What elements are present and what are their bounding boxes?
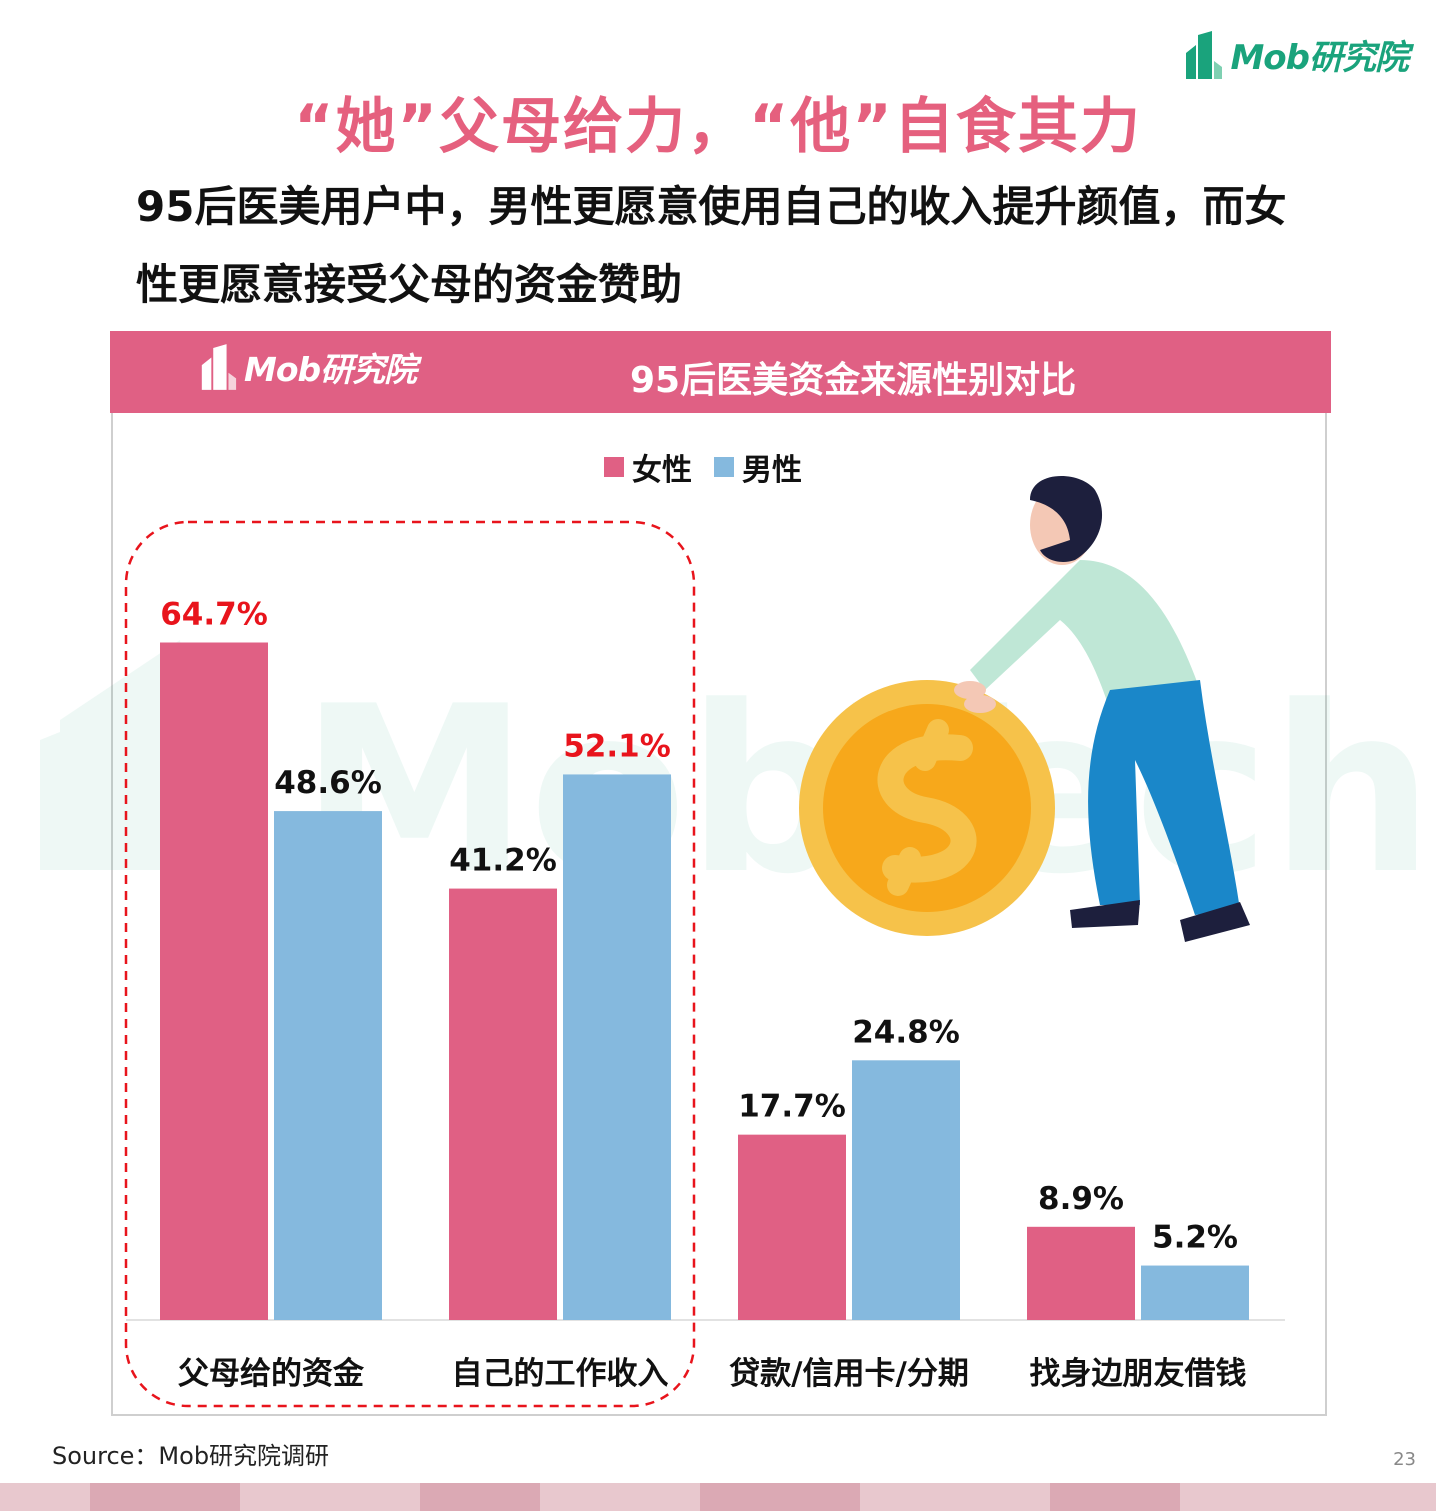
footer-band bbox=[0, 1483, 1436, 1511]
bar-male-0 bbox=[274, 811, 382, 1320]
bar-male-2 bbox=[852, 1060, 960, 1320]
bar-male-3 bbox=[1141, 1265, 1249, 1320]
legend-label-male: 男性 bbox=[742, 453, 802, 488]
bar-female-2 bbox=[738, 1134, 846, 1320]
brand-logo: Mob研究院 bbox=[1182, 30, 1409, 79]
legend-item-female: 女性 bbox=[604, 445, 692, 489]
source-note: Source：Mob研究院调研 bbox=[52, 1442, 330, 1470]
data-label-female-1: 41.2% bbox=[449, 843, 557, 879]
data-label-female-3: 8.9% bbox=[1038, 1181, 1124, 1217]
bar-female-1 bbox=[449, 888, 557, 1320]
category-label-3: 找身边朋友借钱 bbox=[1030, 1356, 1247, 1392]
category-label-0: 父母给的资金 bbox=[178, 1356, 365, 1392]
legend-item-male: 男性 bbox=[714, 445, 802, 489]
panel-logo: Mob研究院 bbox=[198, 343, 417, 391]
data-label-male-2: 24.8% bbox=[852, 1014, 960, 1050]
building-logo-icon bbox=[201, 344, 237, 390]
page-subtitle: 95后医美用户中，男性更愿意使用自己的收入提升颜值，而女性更愿意接受父母的资金赞… bbox=[136, 182, 1287, 309]
category-label-2: 贷款/信用卡/分期 bbox=[729, 1356, 969, 1392]
page-number: 23 bbox=[1393, 1449, 1416, 1470]
category-label-1: 自己的工作收入 bbox=[452, 1356, 669, 1392]
brand-logo-text: Mob研究院 bbox=[1230, 38, 1409, 78]
highlight-box bbox=[124, 520, 696, 1408]
bar-male-1 bbox=[563, 774, 671, 1320]
legend-swatch-female bbox=[604, 457, 624, 477]
panel-logo-text: Mob研究院 bbox=[244, 350, 417, 389]
chart-panel bbox=[111, 331, 1327, 1416]
bar-female-0 bbox=[160, 642, 268, 1320]
data-label-female-0: 64.7% bbox=[160, 596, 268, 632]
data-label-male-1: 52.1% bbox=[563, 728, 671, 764]
chart-legend: 女性 男性 bbox=[604, 445, 824, 489]
data-label-male-3: 5.2% bbox=[1152, 1220, 1238, 1256]
page-title: “她”父母给力，“他”自食其力 bbox=[294, 92, 1142, 162]
man-pushing-coin-illustration bbox=[799, 476, 1250, 942]
legend-swatch-male bbox=[714, 457, 734, 477]
data-label-female-2: 17.7% bbox=[738, 1089, 846, 1125]
data-label-male-0: 48.6% bbox=[274, 765, 382, 801]
legend-label-female: 女性 bbox=[632, 453, 692, 488]
bar-female-3 bbox=[1027, 1226, 1135, 1320]
chart-panel-header: Mob研究院 95后医美资金来源性别对比 bbox=[110, 331, 1331, 413]
chart-title: 95后医美资金来源性别对比 bbox=[630, 360, 1077, 401]
building-logo-icon bbox=[1186, 30, 1223, 79]
